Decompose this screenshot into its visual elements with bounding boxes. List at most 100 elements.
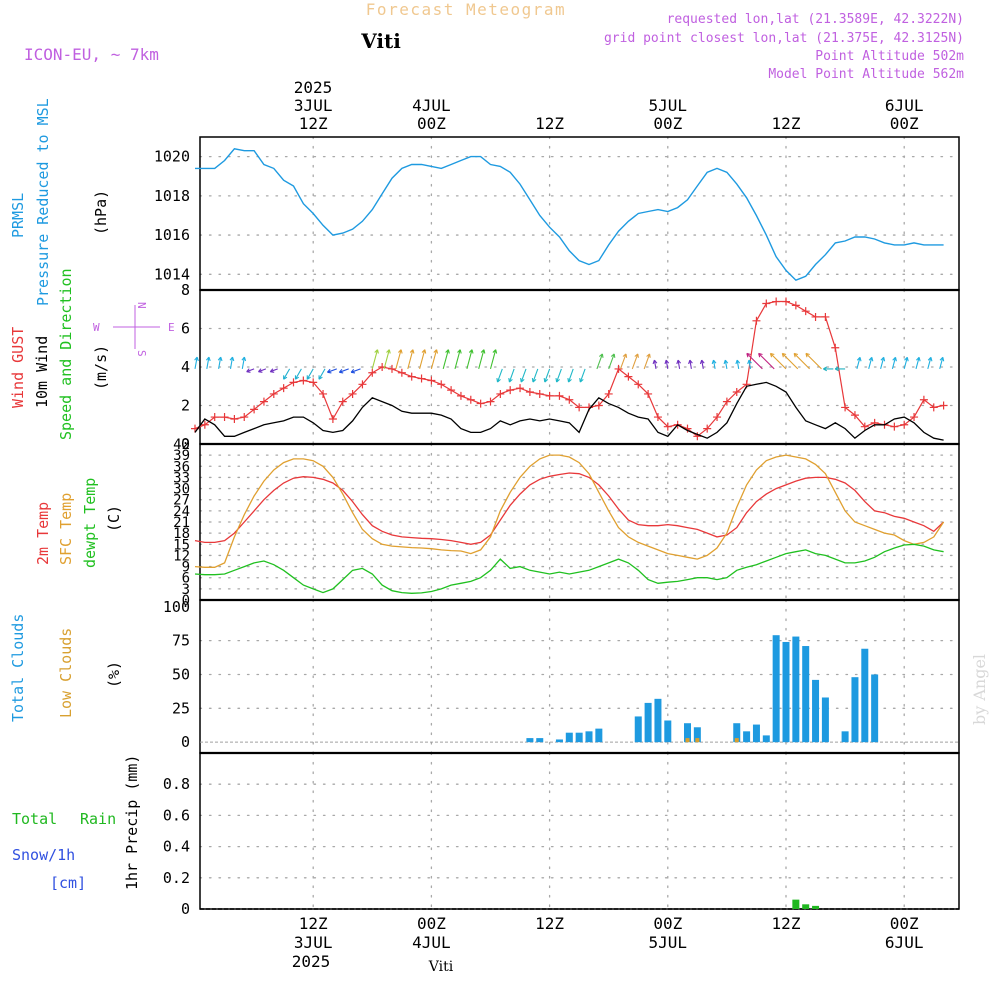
wind-direction-arrow: [383, 349, 391, 370]
compass-s: S: [135, 350, 148, 357]
wind-direction-arrow: [735, 359, 741, 369]
total-cloud-bar: [575, 732, 583, 743]
gust-marker: [870, 418, 879, 427]
top-time-tick: 12Z: [535, 114, 564, 133]
top-time-tick: 00Z: [890, 114, 919, 133]
wind-line: [194, 381, 944, 441]
wind-direction-arrow: [891, 356, 897, 370]
location-title: Viti: [360, 29, 401, 53]
gust-marker: [427, 376, 436, 385]
bottom-date-tick: 6JUL: [885, 933, 924, 952]
bottom-time-tick: 12Z: [299, 914, 328, 933]
total-cloud-bar: [634, 716, 642, 743]
temperature-series: [194, 454, 945, 594]
total-cloud-bar: [585, 731, 593, 743]
wind-direction-arrow: [241, 356, 247, 369]
gust-marker: [614, 364, 623, 373]
bottom-year: 2025: [292, 952, 331, 971]
gust-marker: [634, 380, 643, 389]
wind-direction-arrow: [747, 359, 752, 369]
total-cloud-bar: [841, 731, 849, 743]
gust-marker: [831, 343, 840, 352]
gust-label: Wind GUST: [9, 327, 27, 408]
low-cloud-bar: [685, 738, 690, 743]
gust-marker: [496, 389, 505, 398]
wind-direction-arrow: [856, 356, 862, 370]
gust-marker: [447, 386, 456, 395]
gust-marker: [732, 388, 741, 397]
top-date-tick: 5JUL: [649, 96, 688, 115]
gust-marker: [368, 368, 377, 377]
gust-marker: [910, 413, 919, 422]
total-cloud-bar: [861, 648, 869, 743]
gust-marker: [259, 397, 268, 406]
wind-direction-arrow: [338, 368, 349, 374]
gust-marker: [269, 389, 278, 398]
gust-marker: [782, 297, 790, 306]
gust-marker: [328, 414, 337, 423]
total-cloud-bar: [664, 720, 672, 743]
total-cloud-bar: [772, 635, 780, 743]
pressure-unit: (hPa): [92, 190, 110, 235]
requested-coords: requested lon,lat (21.3589E, 42.3222N): [667, 12, 964, 27]
wind-direction-arrow: [555, 368, 562, 383]
gust-marker: [200, 420, 209, 429]
wind-direction-arrow: [246, 368, 255, 373]
gust-marker: [535, 389, 544, 398]
gust-marker: [348, 389, 357, 398]
gust-marker: [801, 307, 810, 316]
wind-direction-arrow: [880, 356, 886, 370]
gust-marker: [693, 432, 702, 441]
y-tick-label: 6: [181, 320, 190, 338]
total-cloud-bar: [782, 641, 790, 743]
wind-direction-arrow: [430, 349, 439, 370]
wind-direction-arrow: [442, 349, 450, 370]
y-tick-label: 24: [173, 504, 190, 520]
gust-marker: [319, 389, 328, 398]
total-cloud-bar: [595, 728, 603, 743]
wind-direction-arrow: [781, 352, 799, 370]
gust-marker: [939, 401, 948, 410]
y-tick-label: 75: [172, 632, 190, 650]
gust-marker: [338, 397, 347, 406]
wind-direction-arrow: [688, 359, 693, 369]
y-tick-label: 12: [173, 548, 190, 564]
gust-marker: [762, 299, 771, 308]
gust-marker: [850, 411, 859, 420]
total-cloud-bar: [644, 702, 652, 743]
wind-unit: (m/s): [92, 345, 110, 390]
bottom-time-tick: 00Z: [417, 914, 446, 933]
gust-marker: [772, 297, 781, 306]
bottom-time-tick: 12Z: [772, 914, 801, 933]
y-tick-label: 1016: [154, 226, 190, 244]
y-tick-label: 25: [172, 699, 190, 717]
wind-direction-arrow: [793, 352, 810, 370]
gust-marker: [397, 368, 406, 377]
total-cloud-bar: [851, 677, 859, 743]
credit-watermark: by Angel: [970, 654, 989, 725]
wind-direction-arrow: [217, 356, 223, 369]
wind-direction-arrow: [478, 349, 486, 370]
y-tick-label: 8: [181, 281, 190, 299]
gust-marker: [516, 384, 525, 393]
wind-direction-arrow: [283, 368, 291, 380]
gust-marker: [240, 413, 249, 422]
cloud-labels: Total Clouds Low Clouds (%): [9, 614, 123, 722]
total-cloud-bar: [802, 646, 810, 743]
y-tick-label: 9: [182, 560, 190, 576]
gust-marker: [900, 420, 909, 429]
gust-marker: [791, 301, 800, 310]
snow-label: Snow/1h: [12, 846, 75, 864]
total-cloud-bar: [871, 674, 879, 743]
y-tick-label: 0.6: [163, 806, 190, 824]
y-tick-label: 0.2: [163, 869, 190, 887]
gust-marker: [841, 403, 850, 412]
gust-marker: [555, 391, 564, 400]
total-label: Total: [12, 810, 57, 828]
total-cloud-bar: [762, 735, 770, 743]
point-altitude: Point Altitude 502m: [815, 49, 964, 64]
bottom-time-tick: 12Z: [535, 914, 564, 933]
bottom-time-tick: 00Z: [890, 914, 919, 933]
gust-marker: [890, 422, 899, 431]
